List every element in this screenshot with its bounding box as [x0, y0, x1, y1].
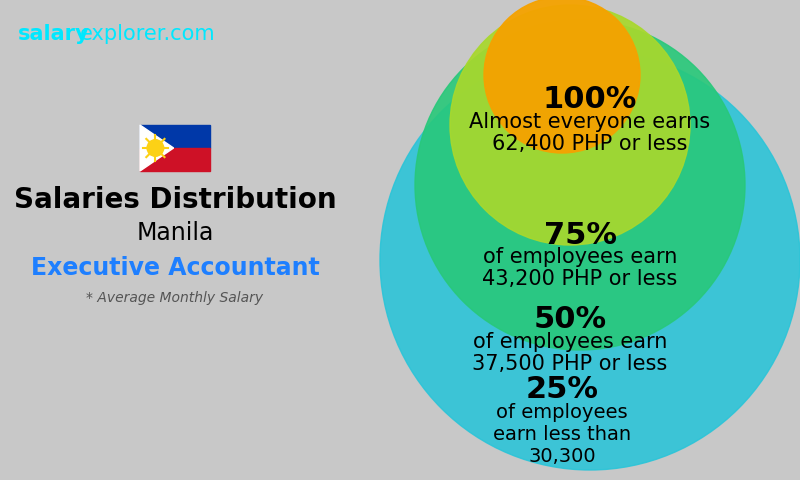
Circle shape	[147, 140, 164, 156]
Text: Manila: Manila	[136, 221, 214, 245]
Text: salary: salary	[18, 24, 90, 44]
Text: of employees earn: of employees earn	[473, 332, 667, 352]
Text: * Average Monthly Salary: * Average Monthly Salary	[86, 291, 263, 305]
Text: Salaries Distribution: Salaries Distribution	[14, 186, 336, 214]
Text: 37,500 PHP or less: 37,500 PHP or less	[472, 354, 668, 374]
Text: 75%: 75%	[543, 220, 617, 250]
Text: explorer.com: explorer.com	[80, 24, 216, 44]
Text: of employees earn: of employees earn	[483, 247, 677, 267]
Text: 43,200 PHP or less: 43,200 PHP or less	[482, 269, 678, 289]
Circle shape	[450, 5, 690, 245]
Text: 25%: 25%	[526, 375, 598, 405]
Text: Almost everyone earns: Almost everyone earns	[470, 112, 710, 132]
Bar	[140, 148, 210, 171]
Circle shape	[415, 20, 745, 350]
Text: of employees: of employees	[496, 403, 628, 421]
Bar	[140, 125, 210, 148]
Circle shape	[484, 0, 640, 153]
Polygon shape	[140, 125, 174, 171]
Text: 100%: 100%	[543, 85, 637, 115]
Text: 30,300: 30,300	[528, 446, 596, 466]
Text: 50%: 50%	[534, 305, 606, 335]
Text: Executive Accountant: Executive Accountant	[30, 256, 319, 280]
Text: earn less than: earn less than	[493, 424, 631, 444]
Text: 62,400 PHP or less: 62,400 PHP or less	[492, 134, 688, 154]
Circle shape	[380, 50, 800, 470]
